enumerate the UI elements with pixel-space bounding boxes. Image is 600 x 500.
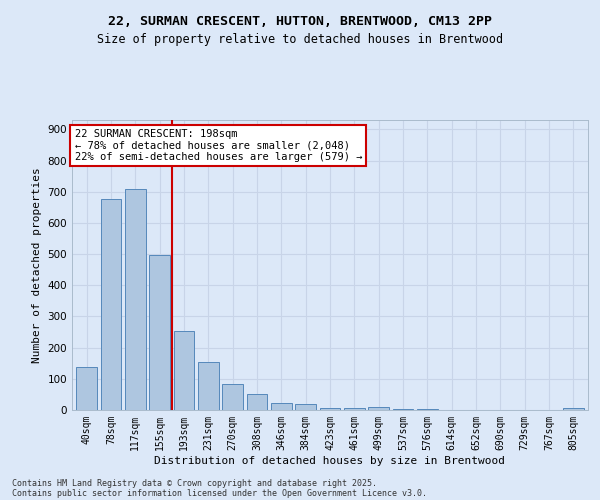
Text: 22, SURMAN CRESCENT, HUTTON, BRENTWOOD, CM13 2PP: 22, SURMAN CRESCENT, HUTTON, BRENTWOOD, … — [108, 15, 492, 28]
Bar — [198, 362, 218, 410]
Text: Size of property relative to detached houses in Brentwood: Size of property relative to detached ho… — [97, 32, 503, 46]
Bar — [222, 384, 243, 410]
X-axis label: Distribution of detached houses by size in Brentwood: Distribution of detached houses by size … — [155, 456, 505, 466]
Y-axis label: Number of detached properties: Number of detached properties — [32, 167, 42, 363]
Bar — [101, 198, 121, 410]
Bar — [247, 394, 268, 410]
Bar — [320, 408, 340, 410]
Bar — [344, 408, 365, 410]
Text: 22 SURMAN CRESCENT: 198sqm
← 78% of detached houses are smaller (2,048)
22% of s: 22 SURMAN CRESCENT: 198sqm ← 78% of deta… — [74, 128, 362, 162]
Bar — [125, 188, 146, 410]
Bar — [149, 255, 170, 410]
Bar — [173, 331, 194, 410]
Bar — [295, 404, 316, 410]
Bar — [76, 368, 97, 410]
Bar — [392, 409, 413, 410]
Bar — [368, 407, 389, 410]
Text: Contains public sector information licensed under the Open Government Licence v3: Contains public sector information licen… — [12, 488, 427, 498]
Bar — [271, 403, 292, 410]
Bar — [563, 408, 584, 410]
Text: Contains HM Land Registry data © Crown copyright and database right 2025.: Contains HM Land Registry data © Crown c… — [12, 478, 377, 488]
